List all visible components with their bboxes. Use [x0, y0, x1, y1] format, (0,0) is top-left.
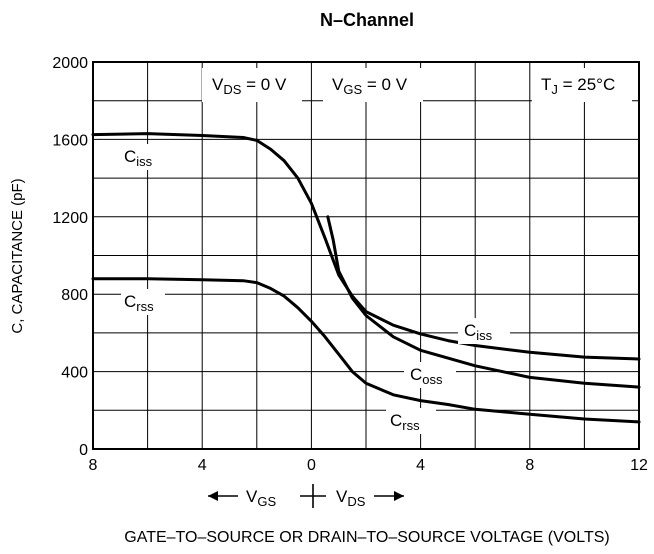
annotation-box-vds — [202, 68, 302, 102]
y-tick-label: 800 — [61, 287, 88, 304]
vgs-direction-label: VGS — [246, 487, 276, 509]
series-label-coss: Coss — [404, 362, 456, 388]
x-tick-label: 0 — [307, 457, 316, 474]
svg-text:Crss: Crss — [390, 411, 420, 433]
plot-frame — [92, 61, 640, 450]
annotation-vgs-zero: VGS = 0 V — [332, 75, 408, 97]
x-axis-ticks: 8 4 0 4 8 12 — [89, 457, 648, 474]
svg-text:Ciss: Ciss — [464, 321, 493, 343]
x-tick-label: 4 — [198, 457, 207, 474]
svg-text:Coss: Coss — [410, 365, 443, 387]
annotation-vds-zero: VDS = 0 V — [212, 75, 287, 97]
series-label-ciss-left: Ciss — [122, 144, 164, 170]
series-line-crss — [91, 277, 641, 424]
svg-text:Ciss: Ciss — [124, 147, 153, 169]
x-tick-label: 8 — [525, 457, 534, 474]
y-axis-ticks: 0 400 800 1200 1600 2000 — [52, 55, 88, 459]
x-tick-label: 8 — [89, 457, 98, 474]
series-label-crss-left: Crss — [121, 289, 165, 315]
y-tick-label: 1600 — [52, 132, 88, 149]
svg-text:Crss: Crss — [124, 292, 154, 314]
chart-title: N–Channel — [320, 10, 414, 30]
plot-grid — [93, 62, 639, 449]
y-tick-label: 0 — [79, 442, 88, 459]
curves — [91, 132, 641, 424]
series-line-coss — [326, 215, 641, 389]
annotation-box-vgs — [323, 68, 423, 102]
y-tick-label: 400 — [61, 365, 88, 382]
y-tick-label: 2000 — [52, 55, 88, 72]
series-label-crss-right: Crss — [386, 408, 436, 434]
annotation-box-tj — [532, 68, 632, 102]
x-tick-label: 4 — [416, 457, 425, 474]
x-tick-label: 12 — [630, 457, 648, 474]
series-label-ciss-right: Ciss — [458, 318, 510, 344]
y-tick-label: 1200 — [52, 210, 88, 227]
vds-direction-label: VDS — [336, 487, 366, 509]
x-direction-indicator: VGS VDS — [208, 484, 404, 509]
x-axis-label: GATE–TO–SOURCE OR DRAIN–TO–SOURCE VOLTAG… — [124, 529, 609, 546]
y-axis-label: C, CAPACITANCE (pF) — [9, 178, 26, 333]
annotation-tj: TJ = 25°C — [541, 75, 615, 97]
series-line-ciss — [91, 132, 641, 361]
